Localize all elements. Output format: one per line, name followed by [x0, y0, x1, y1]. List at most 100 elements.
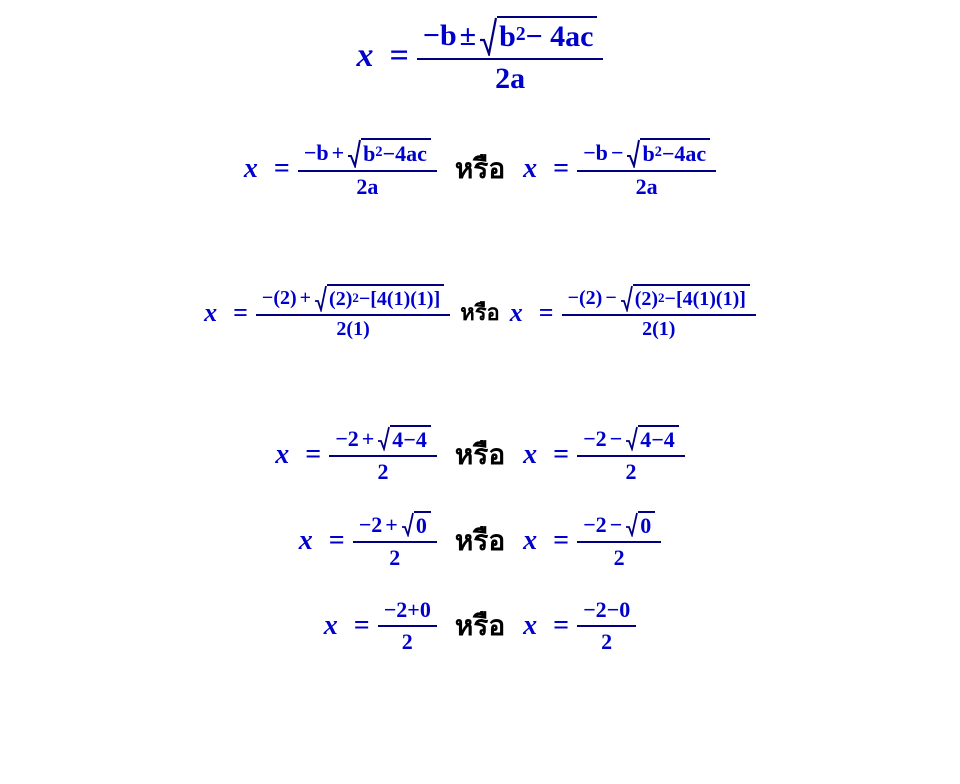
or-word: หรือ [455, 433, 505, 477]
or-word: หรือ [455, 604, 505, 648]
sqrt: 4−4 [377, 425, 431, 453]
sqrt: 4−4 [625, 425, 679, 453]
rad-after: −[4(1)(1)] [359, 288, 440, 311]
rad: b [363, 141, 375, 167]
denominator: 2 [396, 627, 419, 657]
denominator: 2 [595, 627, 618, 657]
equals: = [553, 525, 569, 557]
rad-after: −[4(1)(1)] [665, 288, 746, 311]
fraction-right: −2− 4−4 2 [577, 423, 685, 487]
op: + [300, 287, 311, 310]
rad: 0 [416, 513, 427, 539]
equals: = [305, 439, 321, 471]
sup: 2 [375, 144, 382, 161]
denominator: 2a [489, 60, 531, 98]
equals: = [233, 298, 248, 328]
fraction: −b ± b2 − 4ac 2a [417, 14, 604, 98]
fraction-right: −b− b2 −4ac 2a [577, 136, 716, 202]
x-symbol: x [523, 153, 537, 185]
x-symbol: x [523, 525, 537, 557]
denominator: 2 [372, 457, 395, 487]
numerator: −2−0 [577, 595, 636, 625]
fraction-right: −2−0 2 [577, 595, 636, 657]
sqrt: (2)2 −[4(1)(1)] [620, 284, 750, 312]
sup: 2 [352, 290, 359, 306]
fraction-left: −b+ b2 −4ac 2a [298, 136, 437, 202]
denominator: 2(1) [636, 316, 681, 343]
equals: = [390, 37, 409, 75]
rad-after: −4ac [662, 141, 706, 167]
denominator: 2(1) [330, 316, 375, 343]
op: − [611, 140, 624, 166]
num-before: −2 [335, 426, 359, 452]
rad: 4−4 [640, 427, 675, 453]
op: + [385, 512, 398, 538]
rad-after: −4ac [383, 141, 427, 167]
denominator: 2 [619, 457, 642, 487]
num-before: −2 [583, 512, 607, 538]
op: + [332, 140, 345, 166]
formula-split: x = −b+ b2 −4ac 2a หรือ x = −b− [0, 136, 960, 202]
sqrt: 0 [625, 511, 655, 539]
radicand-after: − 4ac [526, 20, 594, 54]
x-symbol: x [523, 610, 537, 642]
step-simplify-2: x = −2+ 0 2 หรือ x = −2− [0, 509, 960, 573]
equals: = [329, 525, 345, 557]
fraction-left: −(2)+ (2)2 −[4(1)(1)] 2(1) [256, 282, 450, 343]
num-before: −2 [359, 512, 383, 538]
num-before: −(2) [568, 287, 603, 310]
num-before: −b [583, 140, 608, 166]
x-symbol: x [523, 439, 537, 471]
denominator: 2 [608, 543, 631, 573]
num-before: −(2) [262, 287, 297, 310]
denominator: 2 [383, 543, 406, 573]
equals: = [354, 610, 370, 642]
x-symbol: x [357, 37, 374, 75]
num-before: −b [423, 19, 457, 53]
or-word: หรือ [460, 295, 500, 330]
sup: 2 [655, 144, 662, 161]
math-page: x = −b ± b2 − 4ac 2a x [0, 0, 960, 657]
op: − [610, 512, 623, 538]
sqrt: b2 − 4ac [479, 16, 597, 56]
fraction-right: −2− 0 2 [577, 509, 661, 573]
op: − [605, 287, 616, 310]
sup: 2 [658, 290, 665, 306]
step-simplify-3: x = −2+0 2 หรือ x = −2−0 2 [0, 595, 960, 657]
fraction-left: −2+0 2 [378, 595, 437, 657]
step-substitute: x = −(2)+ (2)2 −[4(1)(1)] 2(1) หรือ x = [0, 282, 960, 343]
equals: = [553, 153, 569, 185]
sqrt: (2)2 −[4(1)(1)] [314, 284, 444, 312]
x-symbol: x [244, 153, 258, 185]
rad: (2) [635, 288, 658, 311]
fraction-right: −(2)− (2)2 −[4(1)(1)] 2(1) [562, 282, 756, 343]
num-before: −b [304, 140, 329, 166]
formula-main: x = −b ± b2 − 4ac 2a [0, 14, 960, 98]
x-symbol: x [510, 298, 523, 328]
sqrt: 0 [401, 511, 431, 539]
x-symbol: x [275, 439, 289, 471]
x-symbol: x [324, 610, 338, 642]
denominator: 2a [630, 172, 664, 202]
radicand-base: b [499, 20, 516, 54]
op: + [362, 426, 375, 452]
num-before: −2 [583, 426, 607, 452]
op: ± [460, 19, 476, 53]
equals: = [553, 610, 569, 642]
radicand-sup: 2 [516, 24, 526, 46]
equals: = [539, 298, 554, 328]
x-symbol: x [204, 298, 217, 328]
denominator: 2a [350, 172, 384, 202]
equals: = [553, 439, 569, 471]
sqrt: b2 −4ac [347, 138, 431, 168]
op: − [610, 426, 623, 452]
sqrt: b2 −4ac [626, 138, 710, 168]
or-word: หรือ [455, 519, 505, 563]
or-word: หรือ [455, 147, 505, 191]
equals: = [274, 153, 290, 185]
rad: (2) [329, 288, 352, 311]
rad: b [642, 141, 654, 167]
rad: 0 [640, 513, 651, 539]
x-symbol: x [299, 525, 313, 557]
step-simplify-1: x = −2+ 4−4 2 หรือ x = −2− [0, 423, 960, 487]
